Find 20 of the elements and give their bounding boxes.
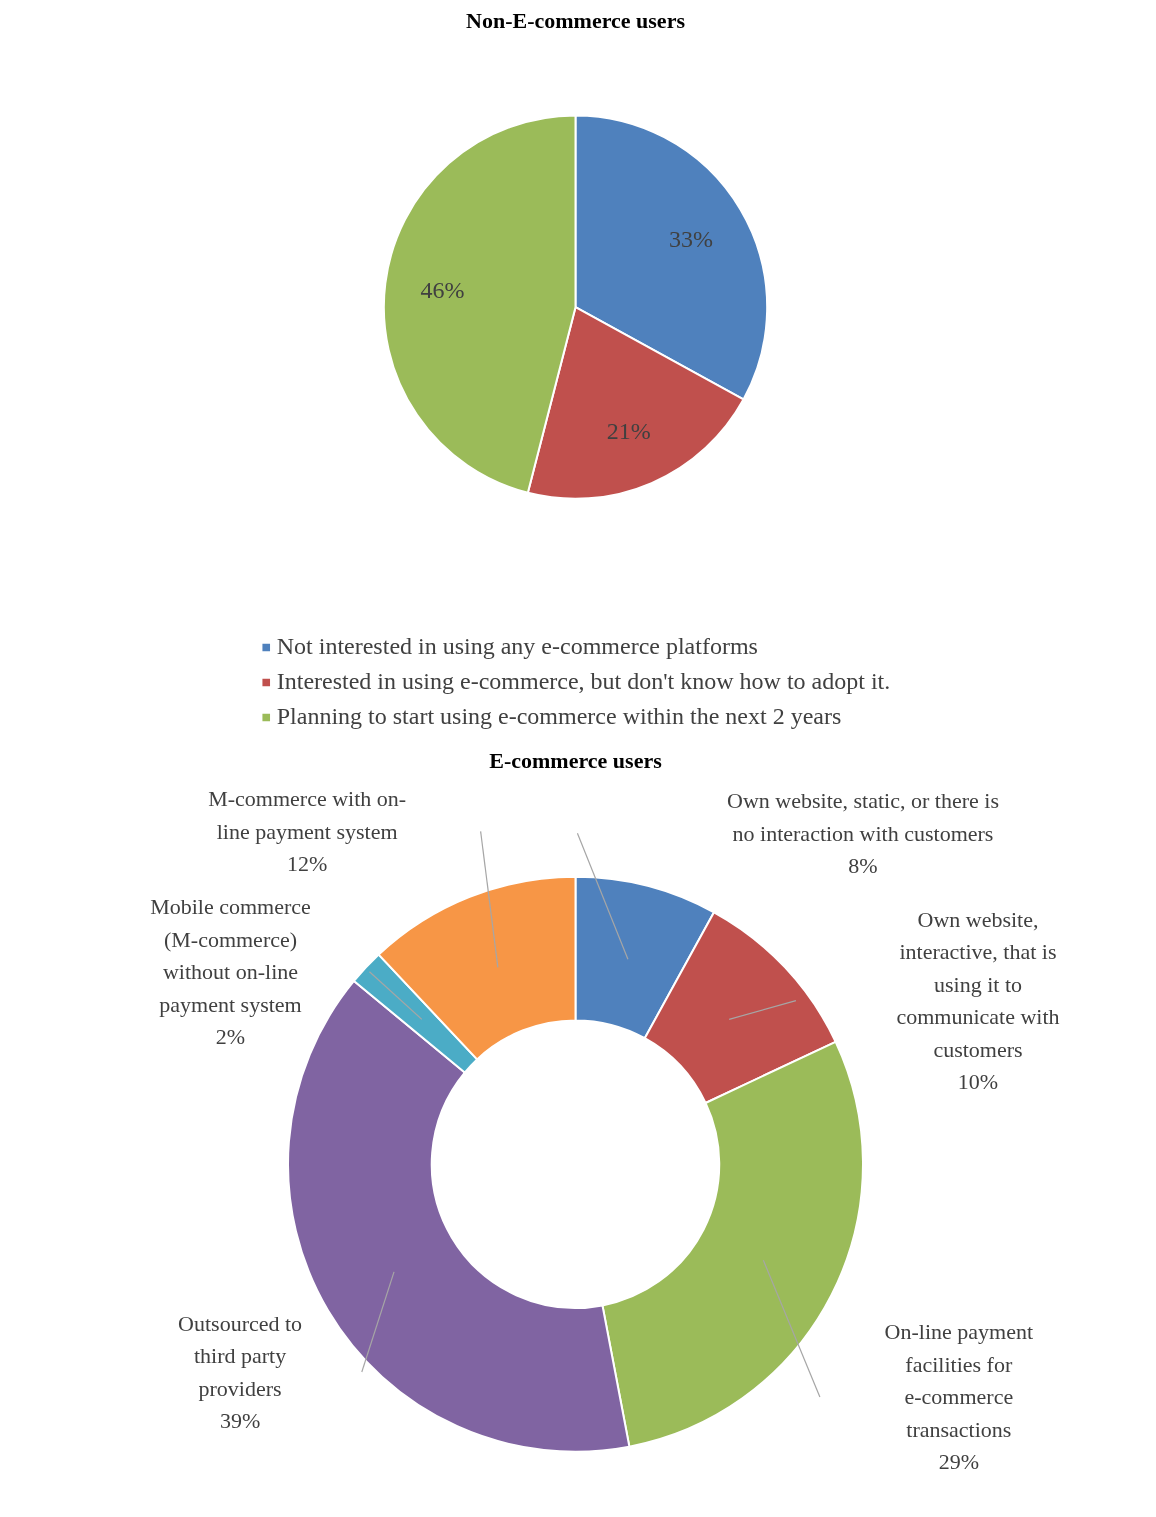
data-label: 10% [957,1069,999,1095]
slice-label: Mobile commerce (M-commerce) without on-line payment system [150,894,311,1017]
slice-label: Outsourced to third party providers [178,1310,303,1401]
slice-label: M-commerce with on-line payment system [208,786,407,844]
data-label: 39% [219,1408,261,1434]
legend-label: Interested in using e-commerce, but don't know how to adopt it. [276,668,891,695]
slice-label: Own website, interactive, that is using it to communicate with customers [896,906,1060,1062]
chart-title: E-commerce users [489,747,663,773]
legend-label: Planning to start using e-commerce within the next 2 years [276,703,842,730]
data-label: 46% [420,277,465,304]
legend-label: Not interested in using any e-commerce platforms [276,633,758,660]
data-label: 33% [668,225,713,252]
chart-title: Non-E-commerce users [466,7,686,33]
slice-label: On-line payment facilities for e-commerce transactions [884,1319,1034,1442]
data-label: 12% [287,851,328,877]
slice-label: Own website, static, or there is no interaction with customers [727,788,999,846]
data-label: 8% [848,853,878,879]
data-label: 21% [606,417,651,444]
data-label: 29% [938,1449,979,1475]
data-label: 2% [215,1024,246,1050]
